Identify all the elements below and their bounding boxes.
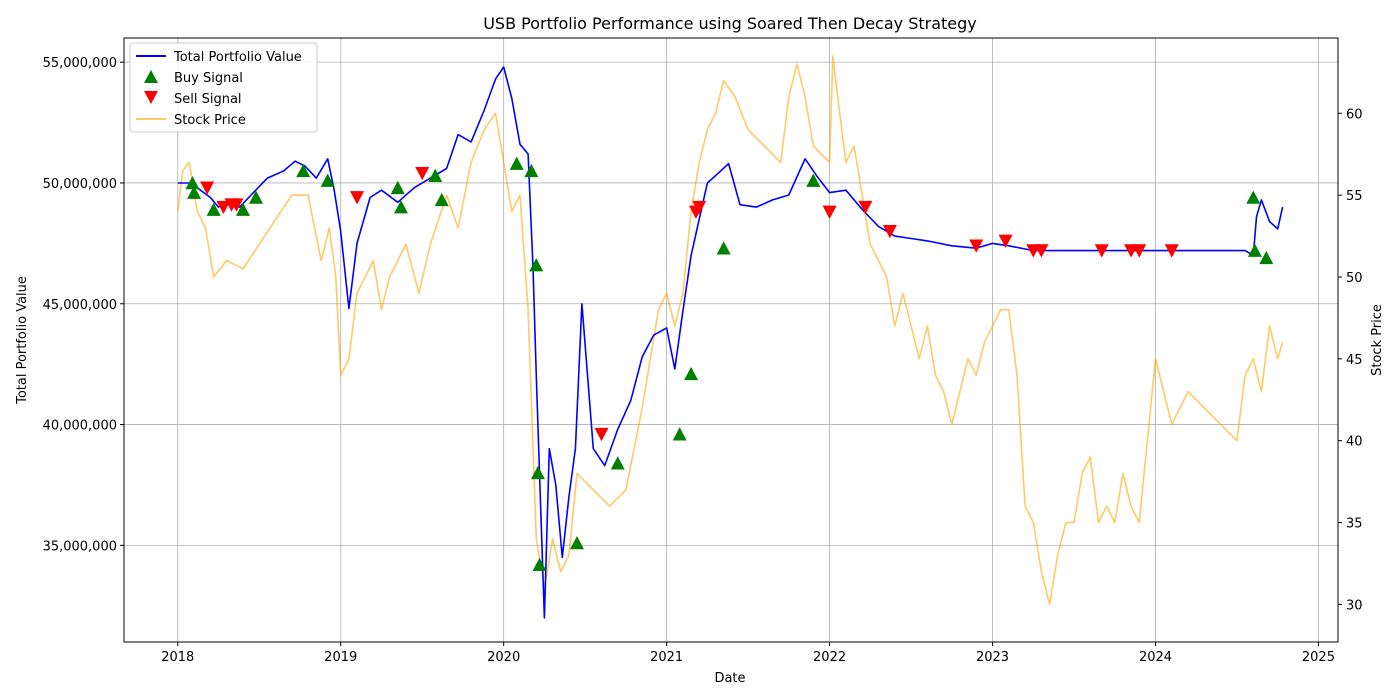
legend-sell-label: Sell Signal <box>174 92 242 107</box>
plot-frame <box>123 37 1339 643</box>
chart-title: USB Portfolio Performance using Soared T… <box>483 14 977 33</box>
buy-signal-marker <box>390 180 405 195</box>
buy-signal-marker <box>716 241 731 255</box>
stock-price-line <box>177 55 1284 606</box>
y-tick-label: 40,000,000 <box>43 419 117 434</box>
y-tick-label: 55,000,000 <box>43 56 117 71</box>
buy-signal-marker <box>610 456 625 470</box>
buy-signal-marker <box>509 156 524 170</box>
sell-signal-marker <box>858 200 873 215</box>
sell-signal-marker <box>200 181 215 195</box>
sell-signal-marker <box>882 224 897 239</box>
x-tick-label: 2024 <box>1139 650 1172 665</box>
y-axis-right: 30 35 40 45 50 55 60 <box>1338 107 1363 613</box>
legend: Total Portfolio Value Buy Signal Sell Si… <box>129 42 318 133</box>
sell-signal-marker <box>969 239 984 253</box>
buy-signal-marker <box>187 185 202 199</box>
buy-signal-marker <box>428 168 443 183</box>
y2-tick-label: 35 <box>1346 517 1363 532</box>
y-tick-label: 35,000,000 <box>43 539 117 554</box>
buy-signal-marker <box>570 535 585 550</box>
sell-signal-marker <box>229 198 244 212</box>
x-tick-label: 2020 <box>487 650 520 665</box>
grid <box>124 38 1338 642</box>
buy-signal-marker <box>1246 190 1261 204</box>
y2-tick-label: 45 <box>1346 353 1363 368</box>
legend-portfolio-label: Total Portfolio Value <box>173 50 302 65</box>
buy-signal-marker <box>530 465 545 480</box>
y2-tick-label: 50 <box>1346 271 1363 286</box>
buy-signal-marker <box>434 192 449 207</box>
sell-signal-marker <box>1034 244 1049 258</box>
buy-signal-marker <box>684 366 699 381</box>
x-axis-title: Date <box>714 671 745 686</box>
buy-signal-marker <box>320 173 335 187</box>
buy-signal-marker <box>185 175 200 190</box>
buy-signal-marker <box>806 173 821 187</box>
y2-tick-label: 55 <box>1346 189 1363 204</box>
x-tick-label: 2021 <box>650 650 683 665</box>
sell-signal-marker <box>1132 244 1147 258</box>
buy-signal-marker <box>235 202 250 216</box>
y2-tick-label: 40 <box>1346 435 1363 450</box>
buy-signal-marker <box>296 163 311 178</box>
buy-signal-marker <box>206 202 221 216</box>
x-axis: 2018 2019 2020 2021 2022 2023 2024 2025 <box>161 642 1335 665</box>
legend-buy-swatch <box>144 70 158 83</box>
signal-layer <box>185 156 1274 571</box>
legend-sell-swatch <box>144 91 158 104</box>
y2-tick-label: 30 <box>1346 598 1363 613</box>
x-tick-label: 2023 <box>976 650 1009 665</box>
sell-signal-marker <box>350 191 365 205</box>
x-tick-label: 2025 <box>1302 650 1335 665</box>
legend-box <box>129 42 318 133</box>
x-tick-label: 2018 <box>161 650 194 665</box>
buy-signal-marker <box>532 557 547 571</box>
y-axis-left: 35,000,000 40,000,000 45,000,000 50,000,000… <box>43 56 124 554</box>
sell-signal-marker <box>1094 244 1109 258</box>
stock-price-layer <box>177 55 1284 606</box>
sell-signal-marker <box>415 166 430 181</box>
buy-signal-marker <box>1247 243 1262 257</box>
sell-signal-marker <box>822 205 837 219</box>
legend-buy-label: Buy Signal <box>174 71 243 86</box>
y-axis-title: Total Portfolio Value <box>15 276 30 405</box>
y2-axis-title: Stock Price <box>1370 304 1385 376</box>
y-tick-label: 50,000,000 <box>43 177 117 192</box>
x-tick-label: 2019 <box>324 650 357 665</box>
sell-signal-marker <box>998 234 1013 248</box>
buy-signal-marker <box>524 163 539 178</box>
y2-tick-label: 60 <box>1346 107 1363 122</box>
buy-signal-marker <box>248 190 263 204</box>
buy-signal-marker <box>529 258 544 272</box>
y-tick-label: 45,000,000 <box>43 298 117 313</box>
buy-signal-marker <box>672 427 687 441</box>
buy-signal-marker <box>394 200 409 214</box>
x-tick-label: 2022 <box>813 650 846 665</box>
sell-signal-marker <box>216 200 231 215</box>
sell-signal-marker <box>594 427 609 442</box>
buy-signal-marker <box>1259 250 1274 265</box>
legend-stock-label: Stock Price <box>174 113 246 128</box>
sell-signal-marker <box>1164 244 1179 258</box>
sell-signal-marker <box>692 200 707 215</box>
